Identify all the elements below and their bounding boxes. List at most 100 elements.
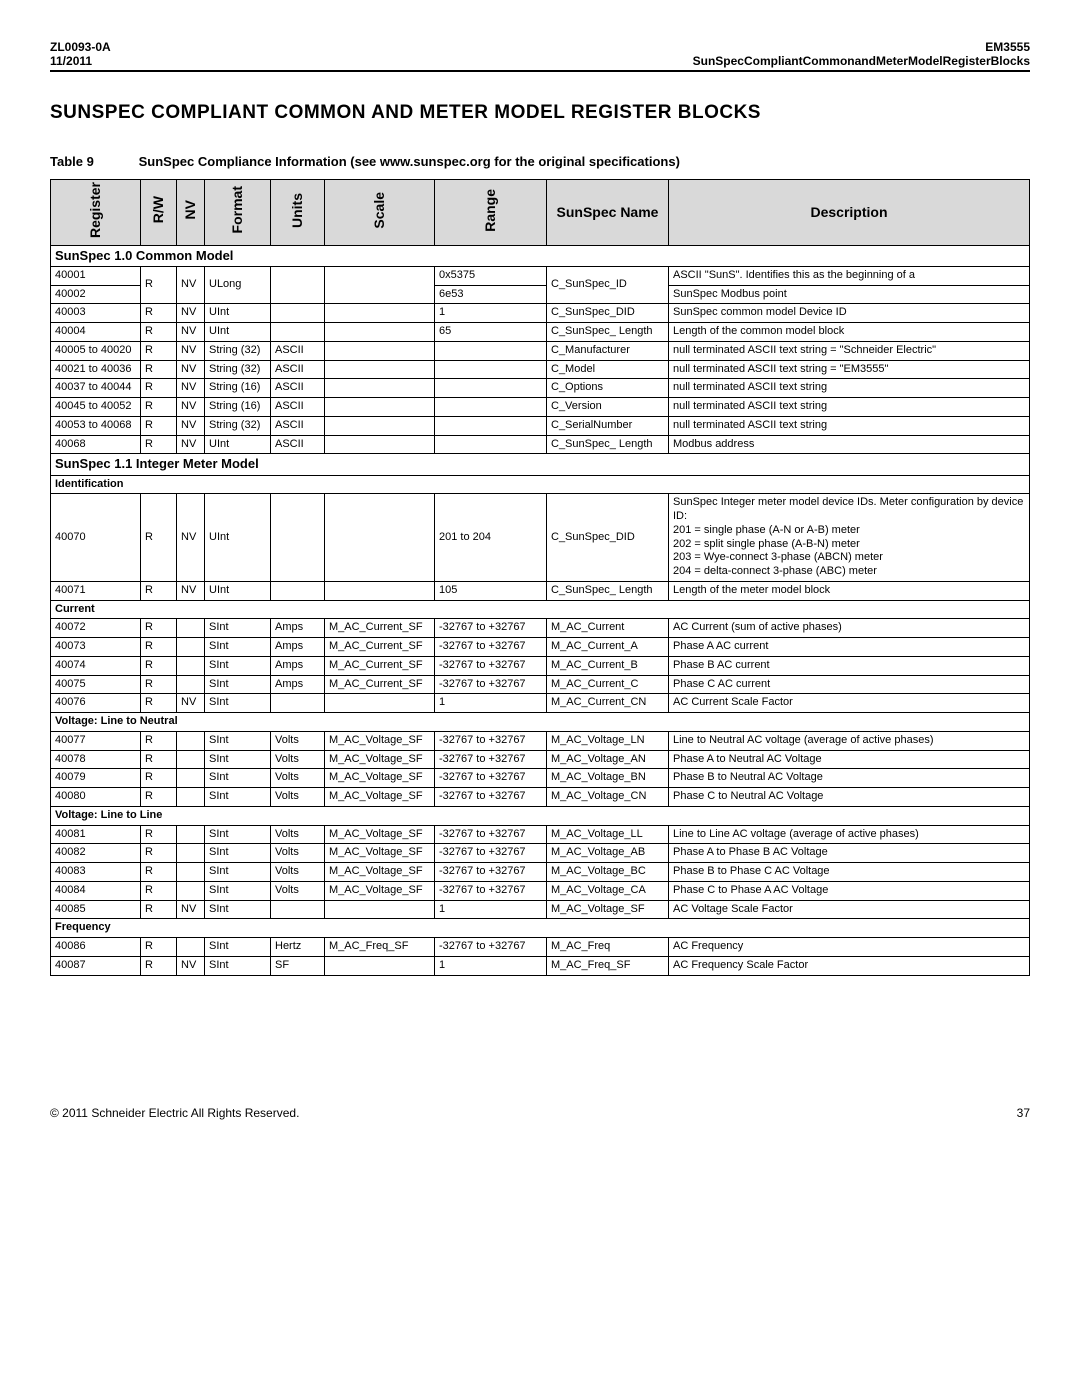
cell xyxy=(435,416,547,435)
doc-code: ZL0093-0A xyxy=(50,40,111,54)
cell: null terminated ASCII text string xyxy=(669,379,1030,398)
col-units: Units xyxy=(271,180,325,246)
cell: R xyxy=(141,750,177,769)
col-rw: R/W xyxy=(141,180,177,246)
table-row: 40081RSIntVoltsM_AC_Voltage_SF-32767 to … xyxy=(51,825,1030,844)
cell: Line to Line AC voltage (average of acti… xyxy=(669,825,1030,844)
cell: -32767 to +32767 xyxy=(435,844,547,863)
table-row: 40077RSIntVoltsM_AC_Voltage_SF-32767 to … xyxy=(51,731,1030,750)
cell xyxy=(325,323,435,342)
cell xyxy=(177,881,205,900)
cell: M_AC_Current_A xyxy=(547,638,669,657)
table-row: 40005 to 40020RNVString (32)ASCIIC_Manuf… xyxy=(51,341,1030,360)
cell: 40073 xyxy=(51,638,141,657)
cell: NV xyxy=(177,956,205,975)
cell: M_AC_Voltage_AB xyxy=(547,844,669,863)
table-row: 40021 to 40036RNVString (32)ASCIIC_Model… xyxy=(51,360,1030,379)
table-caption: Table 9 SunSpec Compliance Information (… xyxy=(50,154,1030,169)
cell: -32767 to +32767 xyxy=(435,769,547,788)
cell: 40086 xyxy=(51,938,141,957)
cell: SInt xyxy=(205,619,271,638)
col-sunspec: SunSpec Name xyxy=(547,180,669,246)
cell: R xyxy=(141,416,177,435)
cell: null terminated ASCII text string xyxy=(669,416,1030,435)
cell: 40037 to 40044 xyxy=(51,379,141,398)
cell: UInt xyxy=(205,581,271,600)
cell: -32767 to +32767 xyxy=(435,788,547,807)
cell: Volts xyxy=(271,731,325,750)
cell: M_AC_Voltage_SF xyxy=(325,825,435,844)
cell xyxy=(325,341,435,360)
cell: Phase B AC current xyxy=(669,656,1030,675)
cell xyxy=(325,956,435,975)
cell: C_Version xyxy=(547,398,669,417)
cell: M_AC_Freq_SF xyxy=(325,938,435,957)
cell: NV xyxy=(177,494,205,582)
cell: SF xyxy=(271,956,325,975)
cell: Length of the meter model block xyxy=(669,581,1030,600)
cell: M_AC_Voltage_LN xyxy=(547,731,669,750)
cell: String (16) xyxy=(205,379,271,398)
cell: Phase B to Neutral AC Voltage xyxy=(669,769,1030,788)
table-row: 40073RSIntAmpsM_AC_Current_SF-32767 to +… xyxy=(51,638,1030,657)
cell: 40045 to 40052 xyxy=(51,398,141,417)
table-row: 40080RSIntVoltsM_AC_Voltage_SF-32767 to … xyxy=(51,788,1030,807)
table-row: 40070RNVUInt201 to 204C_SunSpec_DIDSunSp… xyxy=(51,494,1030,582)
cell: C_Model xyxy=(547,360,669,379)
table-row: 40068RNVUIntASCIIC_SunSpec_ LengthModbus… xyxy=(51,435,1030,454)
cell: 201 to 204 xyxy=(435,494,547,582)
table-row: 40085RNVSInt1M_AC_Voltage_SFAC Voltage S… xyxy=(51,900,1030,919)
cell: SInt xyxy=(205,656,271,675)
cell: NV xyxy=(177,360,205,379)
cell: M_AC_Current_SF xyxy=(325,656,435,675)
cell: SunSpec common model Device ID xyxy=(669,304,1030,323)
cell: M_AC_Voltage_BN xyxy=(547,769,669,788)
cell: Volts xyxy=(271,881,325,900)
cell xyxy=(177,638,205,657)
cell: UInt xyxy=(205,323,271,342)
cell: M_AC_Voltage_SF xyxy=(325,750,435,769)
cell xyxy=(177,619,205,638)
cell: -32767 to +32767 xyxy=(435,656,547,675)
group-header: Current xyxy=(51,600,1030,619)
cell: ASCII xyxy=(271,435,325,454)
cell: Amps xyxy=(271,656,325,675)
cell: AC Current Scale Factor xyxy=(669,694,1030,713)
cell: Volts xyxy=(271,750,325,769)
cell: NV xyxy=(177,694,205,713)
cell: C_Manufacturer xyxy=(547,341,669,360)
cell: 1 xyxy=(435,900,547,919)
table-row: 40076RNVSInt1M_AC_Current_CNAC Current S… xyxy=(51,694,1030,713)
cell: -32767 to +32767 xyxy=(435,638,547,657)
cell: SInt xyxy=(205,750,271,769)
cell: C_SunSpec_DID xyxy=(547,304,669,323)
group-header: Voltage: Line to Line xyxy=(51,806,1030,825)
cell: M_AC_Current xyxy=(547,619,669,638)
cell: ASCII xyxy=(271,341,325,360)
register-table: Register R/W NV Format Units Scale Range… xyxy=(50,179,1030,976)
table-row: 40082RSIntVoltsM_AC_Voltage_SF-32767 to … xyxy=(51,844,1030,863)
cell xyxy=(325,379,435,398)
cell: 1 xyxy=(435,694,547,713)
cell: SInt xyxy=(205,769,271,788)
table-row: 40003RNVUInt1C_SunSpec_DIDSunSpec common… xyxy=(51,304,1030,323)
cell: M_AC_Current_SF xyxy=(325,675,435,694)
cell: NV xyxy=(177,304,205,323)
cell xyxy=(271,581,325,600)
group-header: Identification xyxy=(51,475,1030,494)
table-caption-text: SunSpec Compliance Information (see www.… xyxy=(139,154,680,169)
cell: R xyxy=(141,323,177,342)
cell xyxy=(271,900,325,919)
table-row: 40072RSIntAmpsM_AC_Current_SF-32767 to +… xyxy=(51,619,1030,638)
cell xyxy=(325,360,435,379)
col-range: Range xyxy=(435,180,547,246)
cell: -32767 to +32767 xyxy=(435,619,547,638)
cell: M_AC_Voltage_SF xyxy=(325,881,435,900)
cell: R xyxy=(141,435,177,454)
group-header: Voltage: Line to Neutral xyxy=(51,713,1030,732)
cell: Volts xyxy=(271,863,325,882)
cell: R xyxy=(141,788,177,807)
cell: M_AC_Voltage_SF xyxy=(325,769,435,788)
cell: -32767 to +32767 xyxy=(435,731,547,750)
cell: 40005 to 40020 xyxy=(51,341,141,360)
